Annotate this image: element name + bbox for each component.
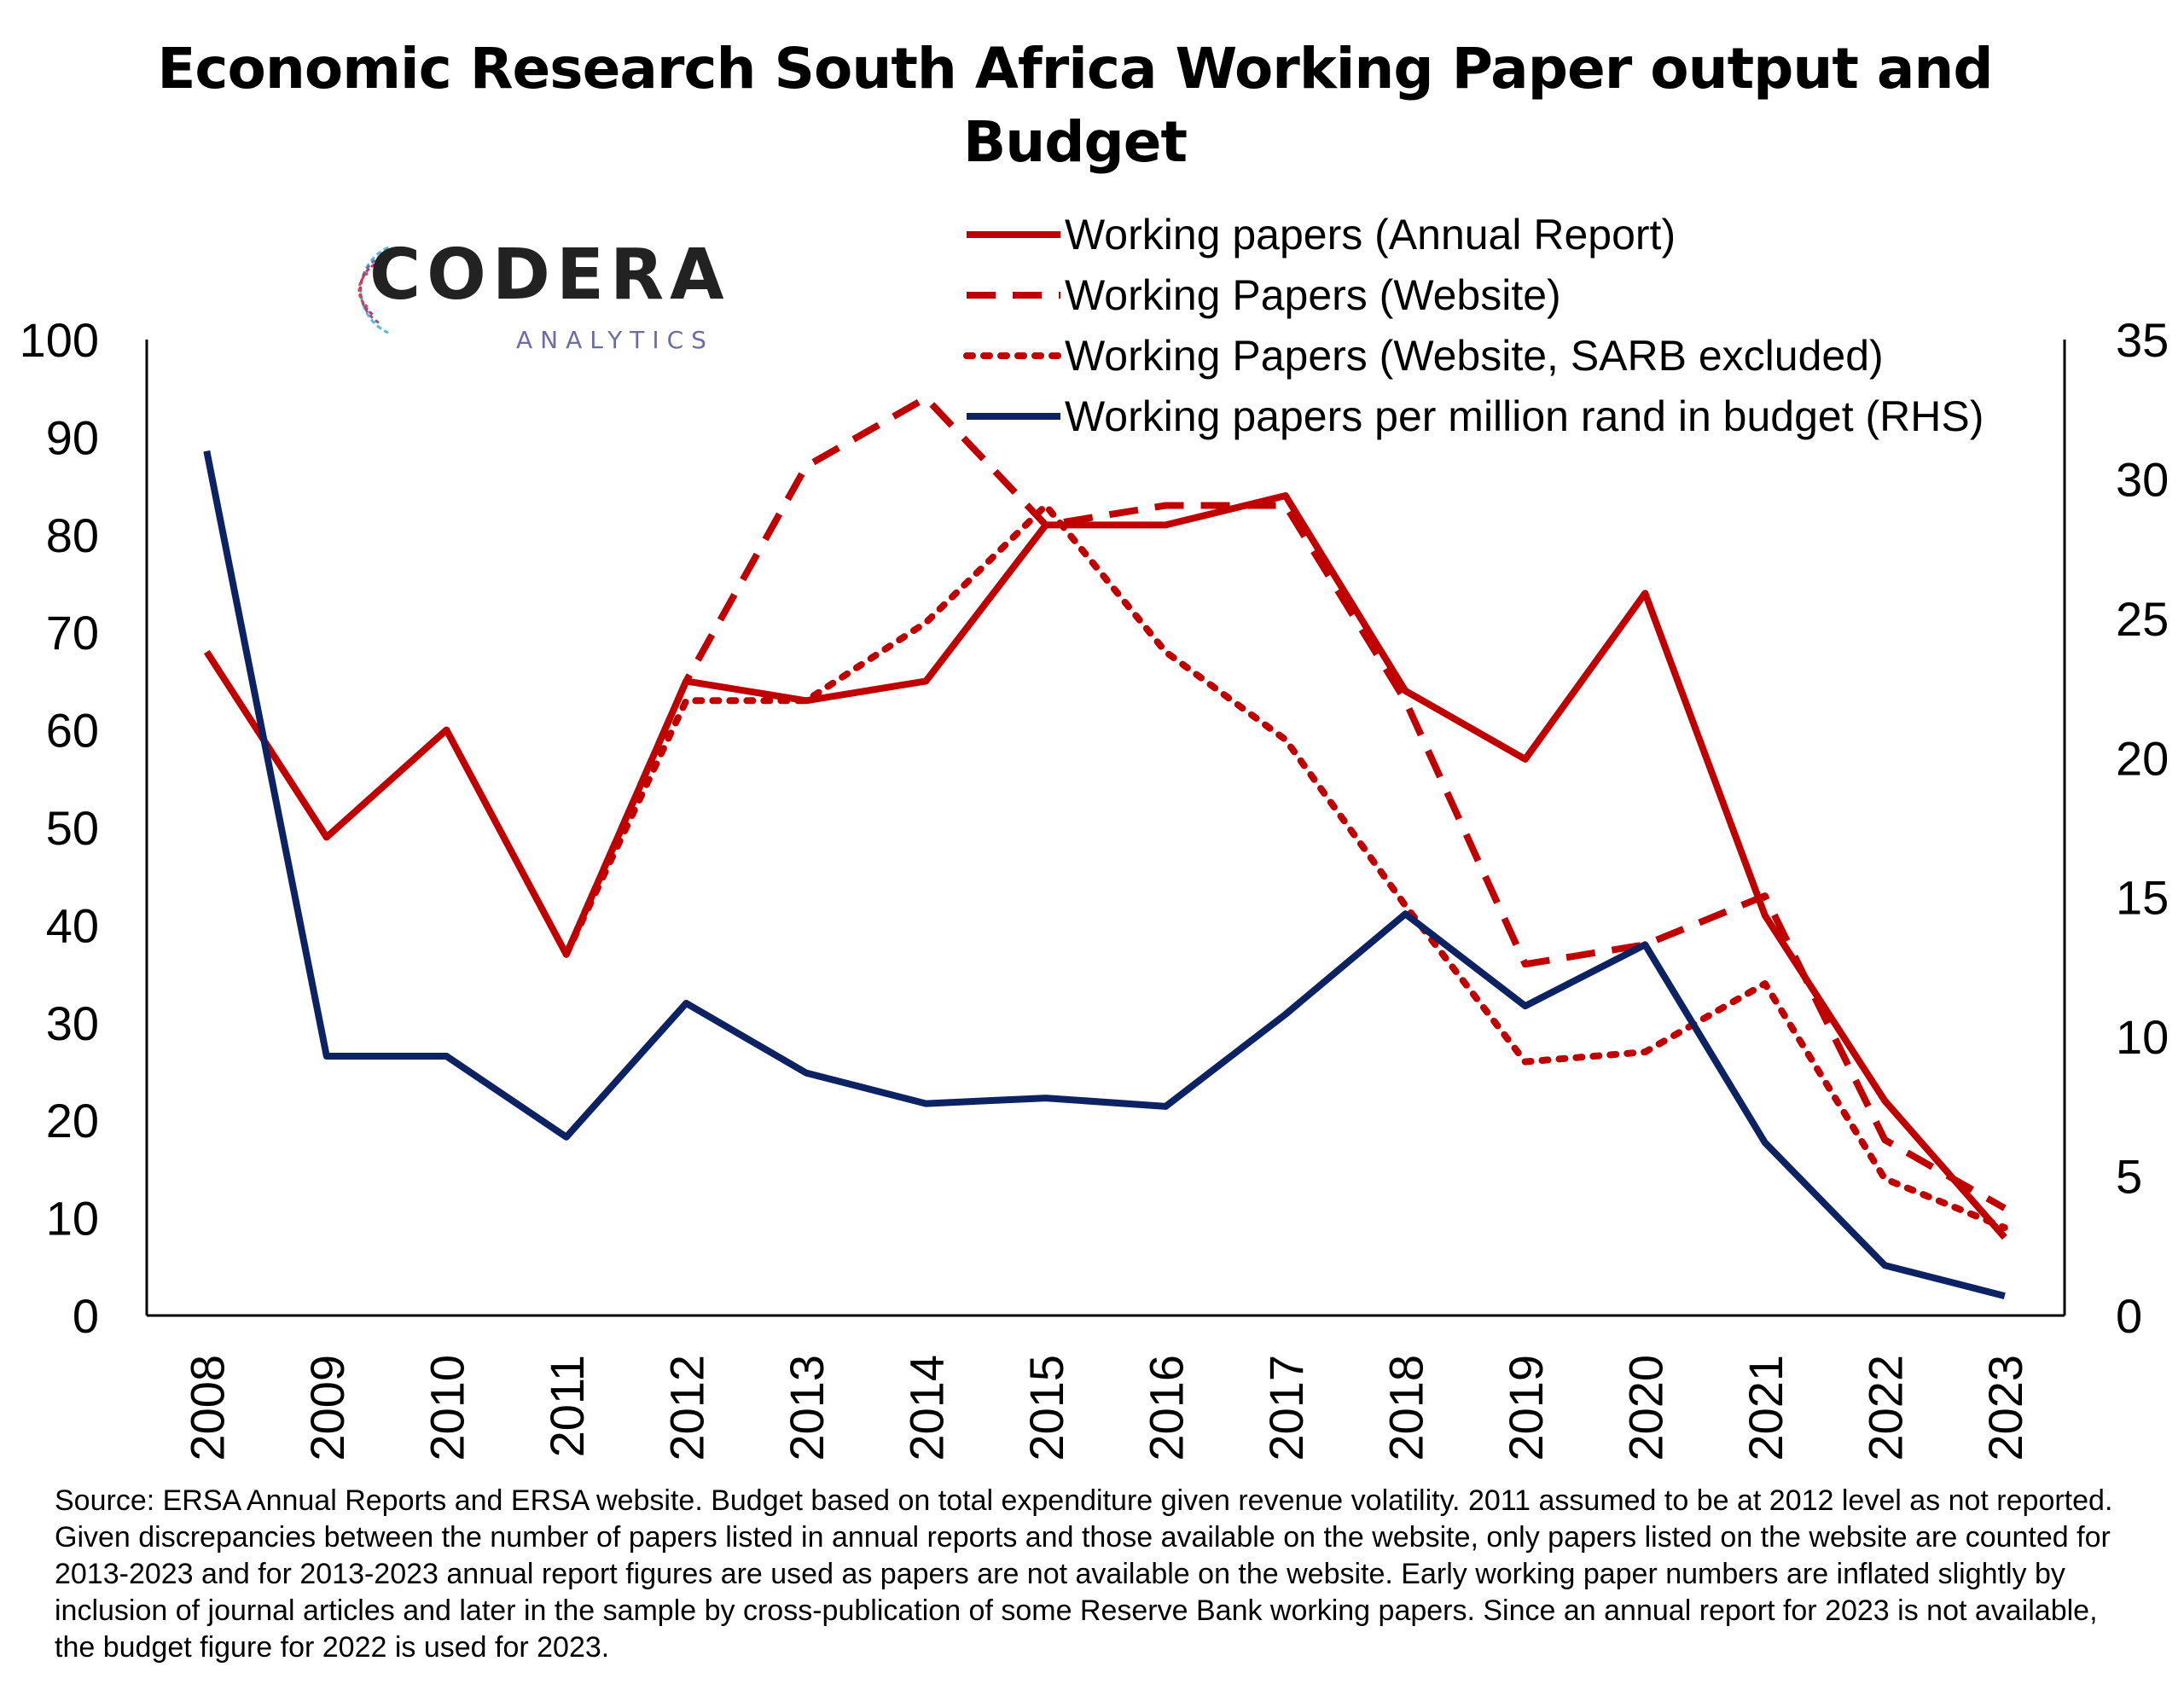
logo-wordmark: CODERA	[369, 235, 730, 316]
x-tick-label: 2016	[1139, 1355, 1193, 1461]
chart-axes: 0 10 20 30 40 50 60 70 80 90 100 0 5 10 15 20 25 30 35 2008…	[20, 313, 2169, 1461]
x-tick-label: 2018	[1379, 1355, 1432, 1461]
x-tick-label: 2013	[780, 1355, 834, 1461]
y-left-tick-label: 100	[20, 313, 99, 367]
x-tick-label: 2021	[1739, 1355, 1792, 1461]
logo-subtitle: ANALYTICS	[516, 326, 714, 354]
chart-legend: Working papers (Annual Report) Working Pa…	[963, 211, 1984, 440]
y-left-tick-label: 30	[46, 996, 99, 1050]
y-left-tick-label: 10	[46, 1192, 99, 1246]
y-left-tick-label: 50	[46, 801, 99, 855]
source-note: Source: ERSA Annual Reports and ERSA web…	[55, 1484, 2113, 1664]
x-tick-label: 2009	[300, 1355, 354, 1461]
legend-label: Working Papers (Website)	[1065, 271, 1561, 319]
y-right-tick-label: 0	[2116, 1289, 2142, 1343]
y-right-tick-label: 15	[2116, 871, 2169, 925]
x-tick-label: 2019	[1499, 1355, 1553, 1461]
y-right-tick-label: 35	[2116, 313, 2169, 367]
series-line	[203, 492, 2007, 1240]
y-left-tick-label: 70	[46, 606, 99, 659]
legend-label: Working papers (Annual Report)	[1065, 211, 1676, 258]
legend-label: Working Papers (Website, SARB excluded)	[1065, 332, 1884, 380]
x-tick-label: 2012	[659, 1355, 713, 1461]
series-line	[203, 450, 2006, 1299]
y-right-tick-label: 25	[2116, 592, 2169, 646]
y-left-tick-label: 0	[73, 1289, 99, 1343]
y-right-tick-label: 10	[2116, 1010, 2169, 1064]
y-left-tick-label: 60	[46, 704, 99, 758]
logo-arc-icon	[357, 246, 389, 334]
chart-title: Economic Research South Africa Working P…	[157, 36, 1993, 175]
y-right-tick-label: 5	[2116, 1150, 2142, 1204]
x-tick-label: 2008	[180, 1355, 234, 1461]
y-right-tick-label: 20	[2116, 731, 2169, 785]
x-tick-label: 2011	[540, 1355, 594, 1457]
y-left-tick-label: 20	[46, 1094, 99, 1147]
series-line	[563, 394, 2007, 1211]
y-left-tick-label: 40	[46, 898, 99, 952]
legend-label: Working papers per million rand in budge…	[1065, 392, 1984, 440]
x-tick-label: 2014	[899, 1355, 953, 1461]
y-left-tick-label: 90	[46, 410, 99, 464]
x-tick-label: 2023	[1978, 1355, 2032, 1461]
y-right-tick-label: 30	[2116, 452, 2169, 506]
y-left-tick-label: 80	[46, 508, 99, 562]
x-tick-label: 2015	[1019, 1355, 1073, 1461]
chart-series-lines	[203, 394, 2008, 1299]
x-tick-label: 2010	[420, 1355, 473, 1461]
x-tick-label: 2020	[1618, 1355, 1672, 1461]
x-tick-label: 2017	[1259, 1355, 1313, 1461]
series-line	[562, 502, 2008, 1231]
codera-logo: CODERA ANALYTICS	[328, 218, 738, 363]
x-tick-label: 2022	[1858, 1355, 1912, 1461]
